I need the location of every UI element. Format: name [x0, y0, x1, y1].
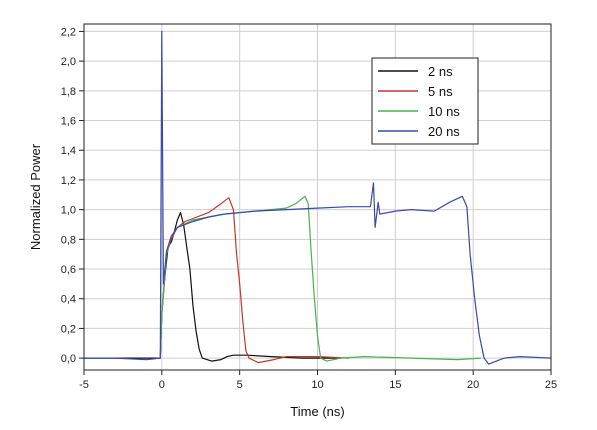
legend-entry: 2 ns [428, 64, 453, 79]
y-axis-label: Normalized Power [28, 143, 43, 250]
legend-entry: 5 ns [428, 84, 453, 99]
legend-box [371, 57, 479, 145]
y-tick-label: 2,0 [61, 56, 76, 68]
legend-entry: 20 ns [428, 124, 460, 139]
y-tick-label: 2,2 [61, 26, 76, 38]
y-tick-label: 0,2 [61, 323, 76, 335]
legend-entry: 10 ns [428, 104, 460, 119]
y-tick-label: 1,0 [61, 205, 76, 217]
legend: 2 ns 5 ns 10 ns 20 ns [371, 57, 479, 145]
y-tick-label: 0,8 [61, 234, 76, 246]
x-tick-label: 25 [545, 379, 557, 391]
y-tick-label: 0,4 [61, 294, 76, 306]
y-tick-label: 0,6 [61, 264, 76, 276]
x-tick-label: -5 [79, 379, 89, 391]
y-tick-label: 1,6 [61, 116, 76, 128]
x-tick-label: 0 [159, 379, 165, 391]
series-line-5-ns [159, 197, 349, 364]
x-tick-label: 20 [467, 379, 479, 391]
x-tick-label: 10 [311, 379, 323, 391]
x-tick-label: 5 [237, 379, 243, 391]
y-tick-label: 0,0 [61, 353, 76, 365]
series-line-20-ns [84, 30, 552, 365]
ticks: -5 0 5 10 15 20 25 0,0 0,2 0,4 0,6 0,8 1,0 1,2 1,4 1,6 1… [61, 26, 557, 391]
x-axis-label: Time (ns) [290, 404, 344, 419]
y-tick-label: 1,2 [61, 175, 76, 187]
x-tick-label: 15 [389, 379, 401, 391]
y-tick-label: 1,8 [61, 86, 76, 98]
series-layer [84, 30, 552, 365]
y-tick-label: 1,4 [61, 145, 76, 157]
